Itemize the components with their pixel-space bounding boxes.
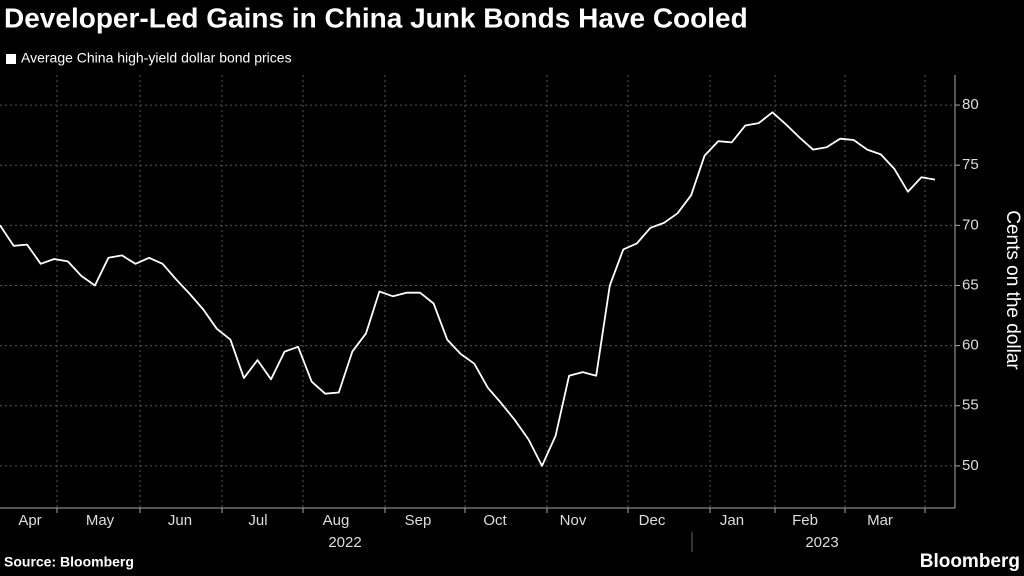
y-tick-label: 55 (962, 397, 979, 414)
y-tick-label: 60 (962, 337, 979, 354)
x-tick-label: May (86, 512, 115, 529)
x-tick-label: Aug (323, 512, 350, 529)
y-tick-label: 75 (962, 156, 979, 173)
x-tick-label: Apr (18, 512, 41, 529)
chart-title: Developer-Led Gains in China Junk Bonds … (4, 2, 748, 33)
y-axis-label: Cents on the dollar (1002, 210, 1023, 370)
x-tick-label: Feb (792, 512, 818, 529)
year-label: 2022 (328, 534, 361, 551)
legend-swatch (6, 54, 16, 64)
y-tick-label: 80 (962, 96, 979, 113)
x-tick-label: Nov (560, 512, 587, 529)
y-tick-label: 65 (962, 276, 979, 293)
legend-label: Average China high-yield dollar bond pri… (21, 50, 292, 66)
y-tick-label: 70 (962, 216, 979, 233)
x-tick-label: Dec (639, 512, 666, 529)
x-tick-label: Sep (405, 512, 432, 529)
source: Source: Bloomberg (4, 554, 134, 570)
x-tick-label: Jul (248, 512, 267, 529)
y-tick-label: 50 (962, 457, 979, 474)
brand: Bloomberg (920, 551, 1020, 572)
line-series (0, 111, 936, 467)
x-tick-label: Jan (720, 512, 744, 529)
year-label: 2023 (805, 534, 838, 551)
x-tick-label: Jun (168, 512, 192, 529)
x-tick-label: Oct (483, 512, 507, 529)
x-tick-label: Mar (867, 512, 893, 529)
